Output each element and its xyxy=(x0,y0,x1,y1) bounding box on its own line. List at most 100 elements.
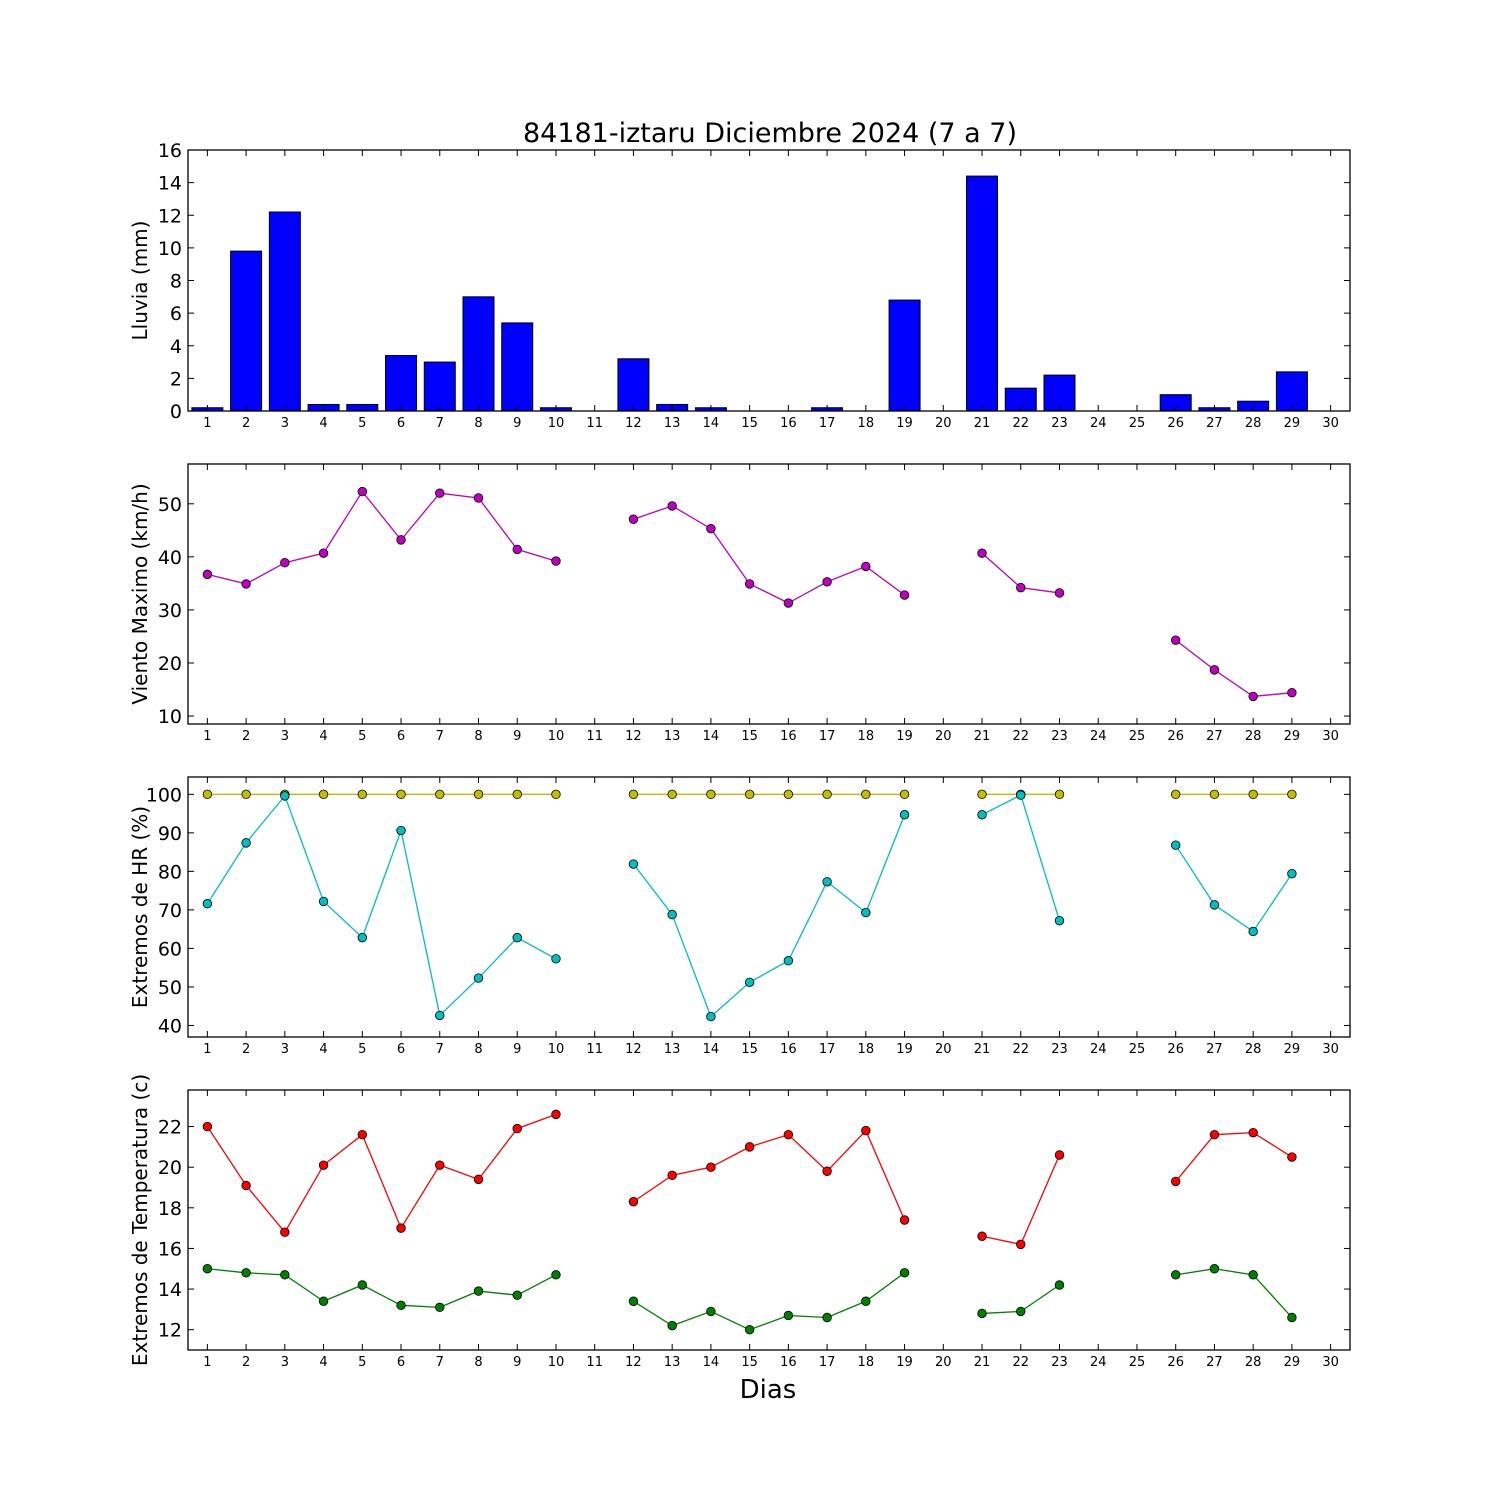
chart-title: 84181-iztaru Diciembre 2024 (7 a 7) xyxy=(523,118,1017,149)
y-tick-label: 10 xyxy=(158,238,182,260)
data-point xyxy=(1287,687,1297,698)
data-point xyxy=(1209,789,1220,800)
data-point xyxy=(1287,789,1297,800)
data-point xyxy=(899,810,910,820)
bar xyxy=(385,355,418,412)
data-point xyxy=(512,932,522,943)
y-tick-label: 10 xyxy=(158,706,182,728)
data-point xyxy=(861,789,871,800)
x-tick-label: 25 xyxy=(1129,1042,1146,1057)
data-point xyxy=(512,1290,522,1300)
x-tick-label: 16 xyxy=(780,1355,797,1370)
x-tick-label: 14 xyxy=(703,1355,720,1370)
x-tick-label: 27 xyxy=(1206,1042,1223,1057)
y-tick-label: 50 xyxy=(158,977,182,999)
y-tick-label: 22 xyxy=(158,1117,182,1139)
x-tick-label: 6 xyxy=(397,729,405,744)
data-point xyxy=(396,825,406,836)
x-tick-label: 22 xyxy=(1012,729,1029,744)
x-tick-label: 18 xyxy=(858,416,875,431)
x-tick-label: 12 xyxy=(625,729,642,744)
y-tick-label: 40 xyxy=(158,547,182,569)
series-line xyxy=(981,794,1061,921)
data-point xyxy=(318,548,329,558)
series-2 xyxy=(202,1264,1297,1335)
data-point xyxy=(1054,588,1065,598)
y-tick-label: 80 xyxy=(158,861,182,883)
x-tick-label: 8 xyxy=(474,729,482,744)
y-axis-label: Extremos de Temperatura (c) xyxy=(128,1074,152,1366)
x-tick-label: 28 xyxy=(1245,416,1262,431)
y-tick-label: 90 xyxy=(158,823,182,845)
x-tick-label: 4 xyxy=(319,729,327,744)
data-point xyxy=(822,789,832,800)
data-point xyxy=(628,1197,639,1207)
bar xyxy=(501,322,534,412)
y-tick-label: 12 xyxy=(158,205,182,227)
data-point xyxy=(512,1123,522,1134)
data-point xyxy=(1016,582,1026,593)
x-tick-label: 26 xyxy=(1167,1042,1184,1057)
x-tick-label: 2 xyxy=(242,729,250,744)
x-tick-label: 18 xyxy=(858,1355,875,1370)
data-point xyxy=(667,1320,677,1331)
bar xyxy=(888,299,921,412)
x-tick-label: 22 xyxy=(1012,1355,1029,1370)
x-tick-label: 16 xyxy=(780,729,797,744)
x-tick-label: 30 xyxy=(1322,416,1339,431)
x-tick-label: 25 xyxy=(1129,729,1146,744)
data-point xyxy=(667,1170,677,1181)
data-point xyxy=(744,1324,755,1335)
x-tick-label: 30 xyxy=(1322,729,1339,744)
data-point xyxy=(822,577,832,587)
x-tick-label: 26 xyxy=(1167,1355,1184,1370)
series-line xyxy=(206,1113,557,1234)
x-tick-label: 11 xyxy=(586,1042,603,1057)
data-point xyxy=(667,789,677,800)
data-point xyxy=(396,1223,406,1233)
data-point xyxy=(1054,1280,1065,1290)
x-tick-label: 14 xyxy=(703,729,720,744)
x-tick-label: 2 xyxy=(242,1042,250,1057)
y-tick-label: 14 xyxy=(158,1279,182,1301)
x-tick-label: 12 xyxy=(625,1355,642,1370)
x-tick-label: 11 xyxy=(586,1355,603,1370)
x-tick-label: 3 xyxy=(281,1355,289,1370)
bar xyxy=(230,250,263,412)
x-tick-label: 27 xyxy=(1206,729,1223,744)
data-point xyxy=(241,1180,251,1191)
data-point xyxy=(512,789,522,800)
x-tick-label: 20 xyxy=(935,1042,952,1057)
x-tick-label: 12 xyxy=(625,416,642,431)
data-point xyxy=(435,488,445,498)
x-tick-label: 21 xyxy=(974,416,991,431)
x-tick-label: 17 xyxy=(819,416,836,431)
data-point xyxy=(435,789,445,800)
data-point xyxy=(744,1142,755,1152)
data-point xyxy=(822,1166,832,1176)
series-line xyxy=(1175,1268,1293,1318)
y-tick-label: 16 xyxy=(158,1238,182,1260)
y-tick-label: 14 xyxy=(158,173,182,195)
data-point xyxy=(318,896,329,907)
x-tick-label: 26 xyxy=(1167,416,1184,431)
x-tick-label: 1 xyxy=(203,729,211,744)
data-point xyxy=(783,789,794,800)
y-tick-label: 20 xyxy=(158,1157,182,1179)
x-tick-label: 10 xyxy=(548,1355,565,1370)
data-point xyxy=(977,789,987,800)
x-tick-label: 9 xyxy=(513,729,521,744)
y-tick-label: 16 xyxy=(158,140,182,162)
series-2 xyxy=(202,790,1297,1022)
data-point xyxy=(551,1270,561,1280)
x-tick-label: 24 xyxy=(1090,729,1107,744)
data-point xyxy=(706,789,716,800)
data-point xyxy=(1054,789,1065,800)
x-tick-label: 21 xyxy=(974,1042,991,1057)
x-tick-label: 5 xyxy=(358,416,366,431)
data-point xyxy=(435,1160,445,1170)
data-point xyxy=(1209,1264,1220,1274)
data-point xyxy=(280,1270,290,1280)
data-point xyxy=(744,977,755,988)
